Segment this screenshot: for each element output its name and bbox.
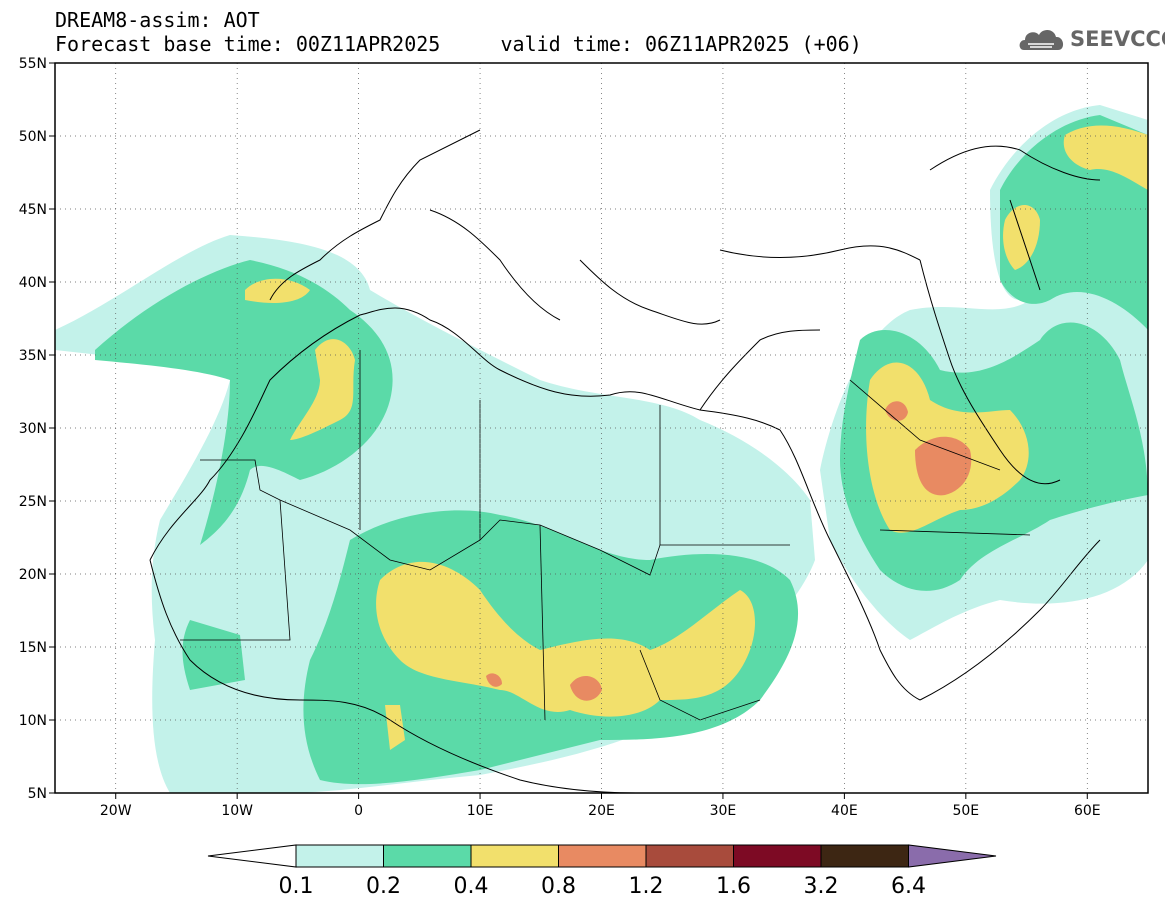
colorbar-box <box>820 844 909 868</box>
colorbar-label: 0.8 <box>541 874 576 899</box>
colorbar-box <box>295 844 384 868</box>
gridlines <box>55 63 1148 793</box>
lon-label: 10W <box>221 803 253 819</box>
colorbar-label: 0.2 <box>366 874 401 899</box>
colorbar-label: 0.1 <box>279 874 314 899</box>
lat-label: 30N <box>19 421 47 437</box>
colorbar-label: 3.2 <box>804 874 839 899</box>
lat-label: 5N <box>28 786 47 802</box>
lon-label: 20W <box>100 803 132 819</box>
coastlines <box>149 129 1101 793</box>
lon-label: 50E <box>952 803 979 819</box>
colorbar-box <box>733 844 822 868</box>
cloud-icon <box>1019 29 1064 50</box>
lat-label: 10N <box>19 713 47 729</box>
colorbar-box <box>645 844 734 868</box>
lat-label: 20N <box>19 567 47 583</box>
colorbar-over-triangle <box>908 844 997 868</box>
aot-field <box>55 105 1148 793</box>
lat-label: 45N <box>19 202 47 218</box>
colorbar-label: 1.6 <box>716 874 751 899</box>
latitude-labels: 5N 10N 15N 20N 25N 30N 35N 40N 45N 50N 55N <box>19 56 55 802</box>
colorbar-box <box>470 844 559 868</box>
lon-label: 0 <box>354 803 363 819</box>
lon-label: 40E <box>831 803 858 819</box>
logo-text: SEEVCCC <box>1070 27 1165 51</box>
title-line-1: DREAM8-assim: AOT <box>55 8 260 32</box>
lat-label: 55N <box>19 56 47 72</box>
country-borders <box>180 350 1031 721</box>
title-line-2: Forecast base time: 00Z11APR2025 valid t… <box>55 32 862 56</box>
lat-label: 15N <box>19 640 47 656</box>
colorbar-label: 1.2 <box>629 874 664 899</box>
colorbar-label: 0.4 <box>454 874 489 899</box>
colorbar-under-triangle <box>207 844 297 868</box>
lon-label: 20E <box>588 803 615 819</box>
lon-label: 30E <box>710 803 737 819</box>
lat-label: 50N <box>19 129 47 145</box>
lat-label: 40N <box>19 275 47 291</box>
longitude-labels: 20W 10W 0 10E 20E 30E 40E 50E 60E <box>100 793 1101 819</box>
colorbar-label: 6.4 <box>891 874 926 899</box>
lon-label: 10E <box>467 803 494 819</box>
colorbar-box <box>558 844 647 868</box>
lat-label: 25N <box>19 494 47 510</box>
lat-label: 35N <box>19 348 47 364</box>
lon-label: 60E <box>1074 803 1101 819</box>
colorbar-box <box>383 844 472 868</box>
